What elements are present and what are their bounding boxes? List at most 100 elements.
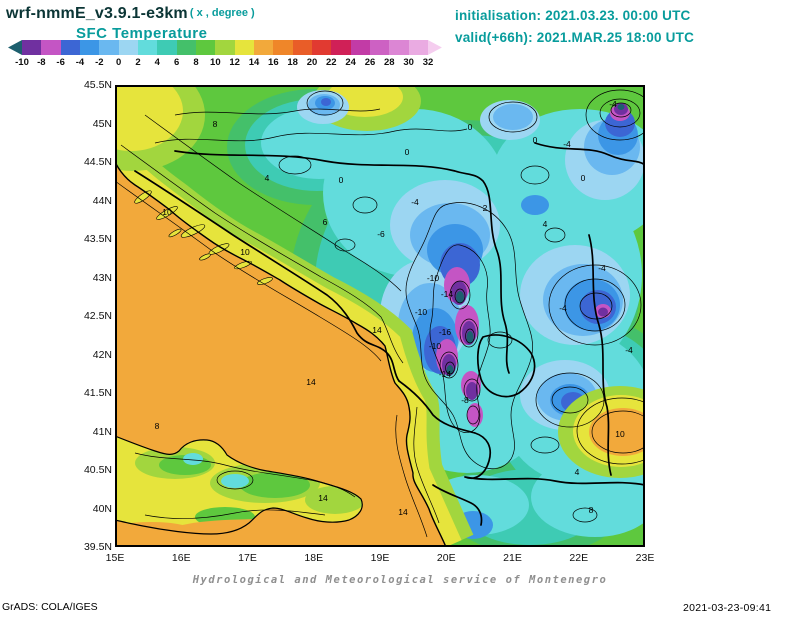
colorbar-segment (273, 40, 293, 55)
contour-label: 4 (543, 219, 548, 229)
colorbar-segment (234, 40, 254, 55)
contour-label: 10 (240, 247, 250, 257)
grads-credit: GrADS: COLA/IGES (2, 601, 98, 613)
creation-timestamp: 2021-03-23-09:41 (683, 602, 772, 614)
field-title: SFC Temperature (76, 25, 208, 42)
colorbar-tick-label: 10 (210, 57, 221, 68)
lat-label: 39.5N (83, 541, 112, 553)
contour-label: -4 (411, 197, 419, 207)
lon-label: 17E (238, 552, 257, 564)
contour-label: 4 (265, 173, 270, 183)
colorbar-tick-label: 22 (326, 57, 337, 68)
coastline (115, 161, 447, 547)
contour-label: 0 (339, 175, 344, 185)
contour-label: -16 (439, 327, 452, 337)
colorbar-tick-label: -8 (37, 57, 46, 68)
colorbar-arrow-low (8, 40, 22, 55)
contour-label: -14 (439, 369, 452, 379)
colorbar-segment (253, 40, 274, 55)
lat-label: 44.5N (83, 156, 112, 168)
lon-label: 15E (105, 552, 125, 564)
valid-time: valid(+66h): 2021.MAR.25 18:00 UTC (455, 30, 695, 45)
model-title-line: wrf-nmmE_v3.9.1-e3km( x , degree ) (6, 5, 255, 23)
lat-label: 44N (92, 194, 112, 207)
colorbar-labels: -10 -8 -6 -4 -2 0 2 4 6 8 10 12 14 16 18 20 22 24 26 28 30 32 (8, 57, 448, 69)
contour-label: -14 (441, 289, 454, 299)
lat-label: 41.5N (83, 387, 112, 399)
contour-label: 14 (372, 325, 382, 335)
contour-label: 8 (213, 119, 218, 129)
colorbar (8, 40, 442, 55)
contour-label: -6 (377, 229, 385, 239)
contour-label: 0 (468, 122, 473, 132)
contour-label: 10 (162, 207, 172, 217)
colorbar-tick-label: 18 (287, 57, 298, 68)
contour-label: -10 (429, 341, 442, 351)
contour-label: -4 (598, 263, 606, 273)
colorbar-segment (195, 40, 216, 55)
colorbar-segment (389, 40, 409, 55)
colorbar-tick-label: 30 (403, 57, 414, 68)
colorbar-tick-label: -4 (75, 57, 85, 68)
lon-label: 20E (436, 552, 456, 564)
contour-label: 6 (323, 217, 328, 227)
colorbar-tick-label: -10 (15, 57, 29, 68)
contour-label: 10 (615, 429, 625, 439)
colorbar-segment (79, 40, 100, 55)
colorbar-tick-label: 26 (364, 57, 376, 68)
colorbar-segment (118, 40, 138, 55)
colorbar-tick-label: 16 (268, 57, 279, 68)
colorbar-segment (41, 40, 61, 55)
contour-label: 8 (155, 421, 160, 431)
lat-label: 43N (92, 271, 112, 284)
colorbar-segment (157, 40, 177, 55)
colorbar-tick-label: 20 (306, 57, 318, 68)
contour-label: -10 (415, 307, 428, 317)
lat-label: 45N (92, 117, 112, 130)
colorbar-segment (22, 40, 42, 55)
colorbar-segment (292, 40, 312, 55)
map-frame (115, 85, 645, 547)
colorbar-arrow-high (427, 40, 442, 55)
italy-coastline (115, 435, 363, 535)
colorbar-segment (99, 40, 119, 55)
colorbar-segment (215, 40, 235, 55)
lat-label: 42N (92, 348, 112, 361)
colorbar-tick-label: 2 (135, 57, 141, 68)
contour-label: 14 (318, 493, 328, 503)
islands (134, 190, 273, 285)
colorbar-tick-label: 32 (422, 57, 434, 68)
colorbar-tick-label: -6 (56, 57, 65, 68)
contour-label: -4 (559, 303, 567, 313)
colorbar-segment (176, 40, 196, 55)
service-caption: Hydrological and Meteorological service … (192, 574, 608, 586)
contour-label: -4 (563, 139, 571, 149)
init-time: initialisation: 2021.03.23. 00:00 UTC (455, 8, 691, 23)
colorbar-segment (311, 40, 332, 55)
contour-label: 8 (589, 505, 594, 515)
colorbar-tick-label: 14 (248, 57, 260, 68)
contour-lines (115, 89, 645, 538)
lat-label: 43.5N (83, 233, 112, 245)
colorbar-tick-label: 6 (174, 57, 180, 68)
colorbar-segment (350, 40, 370, 55)
model-units: ( x , degree ) (189, 7, 255, 19)
colorbar-segment (408, 40, 428, 55)
colorbar-tick-label: 8 (193, 57, 199, 68)
colorbar-segment (369, 40, 390, 55)
colorbar-segment (60, 40, 80, 55)
contour-label: -10 (427, 273, 440, 283)
lon-label: 18E (304, 552, 324, 564)
lat-label: 42.5N (83, 310, 112, 322)
lon-label: 23E (635, 552, 655, 564)
contour-label: 4 (575, 467, 580, 477)
lon-label: 16E (171, 552, 191, 564)
contour-label: 14 (398, 507, 408, 517)
lon-label: 21E (503, 552, 522, 564)
contour-label: 2 (483, 203, 488, 213)
colorbar-tick-label: -2 (95, 57, 104, 68)
contour-label: 14 (306, 377, 316, 387)
colorbar-tick-label: 0 (116, 57, 122, 68)
